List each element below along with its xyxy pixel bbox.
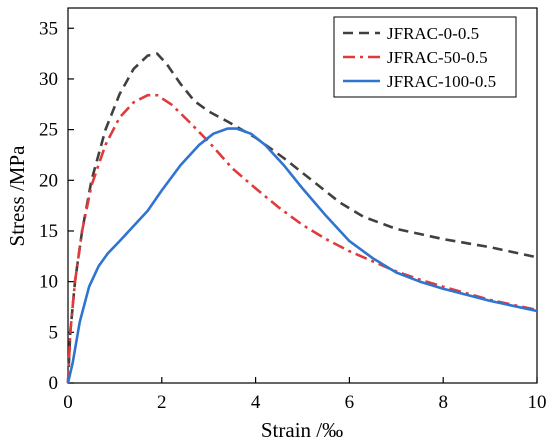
y-tick-label: 30	[39, 69, 58, 90]
x-tick-label: 4	[251, 392, 261, 413]
plot-frame	[67, 7, 538, 384]
x-axis-title: Strain /‰	[261, 418, 343, 442]
series-line-3	[66, 127, 538, 384]
legend-label-1: JFRAC-0-0.5	[387, 24, 479, 43]
y-tick-label: 10	[39, 272, 58, 293]
x-tick-label: 6	[345, 392, 355, 413]
x-tick-label: 0	[63, 392, 73, 413]
x-tick-label: 8	[438, 392, 448, 413]
y-tick-label: 20	[39, 170, 58, 191]
y-tick-label: 0	[49, 373, 59, 394]
y-tick-label: 15	[39, 221, 58, 242]
series-line-2	[66, 93, 538, 384]
y-axis-title: Stress /MPa	[5, 145, 29, 247]
legend-box	[333, 16, 517, 98]
y-axis: 0 5 10 15 20 25 30 35	[39, 18, 74, 394]
x-tick-label: 10	[528, 392, 547, 413]
legend-label-2: JFRAC-50-0.5	[387, 48, 488, 67]
x-axis: 0 2 4 6 8 10	[63, 377, 547, 413]
legend-label-3: JFRAC-100-0.5	[387, 72, 496, 91]
y-tick-label: 25	[39, 120, 58, 141]
series-line-1	[66, 52, 538, 384]
legend: JFRAC-0-0.5 JFRAC-50-0.5 JFRAC-100-0.5	[333, 16, 517, 98]
series-layer	[66, 52, 538, 384]
y-tick-label: 5	[49, 322, 59, 343]
y-tick-label: 35	[39, 18, 58, 39]
x-tick-label: 2	[157, 392, 167, 413]
